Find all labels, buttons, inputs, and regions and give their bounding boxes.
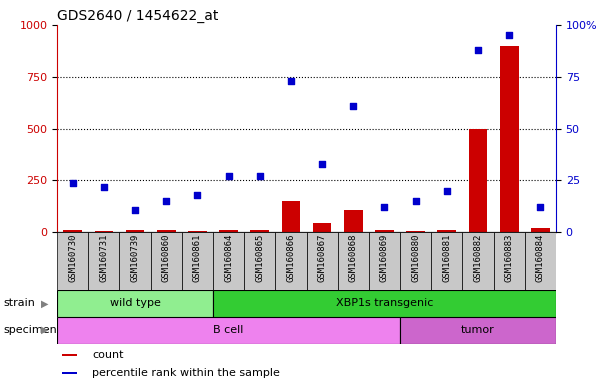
Bar: [344, 210, 362, 232]
Text: ▶: ▶: [41, 298, 49, 308]
Text: specimen: specimen: [3, 325, 56, 335]
Point: [162, 198, 171, 204]
Text: ▶: ▶: [41, 325, 49, 335]
Bar: [126, 230, 144, 232]
Point: [535, 204, 545, 210]
Bar: [275, 232, 307, 290]
Bar: [63, 230, 82, 232]
Point: [224, 173, 233, 179]
Text: XBP1s transgenic: XBP1s transgenic: [336, 298, 433, 308]
Text: tumor: tumor: [461, 325, 495, 335]
Point: [317, 161, 327, 167]
Bar: [62, 371, 77, 374]
Bar: [88, 232, 120, 290]
Bar: [213, 290, 556, 317]
Text: wild type: wild type: [109, 298, 160, 308]
Text: count: count: [92, 350, 124, 360]
Bar: [188, 231, 207, 232]
Bar: [400, 232, 432, 290]
Text: GSM160869: GSM160869: [380, 234, 389, 282]
Point: [255, 173, 264, 179]
Bar: [57, 290, 213, 317]
Bar: [531, 228, 550, 232]
Bar: [57, 317, 400, 344]
Point: [473, 47, 483, 53]
Text: GSM160884: GSM160884: [536, 234, 545, 282]
Bar: [369, 232, 400, 290]
Bar: [432, 232, 462, 290]
Bar: [151, 232, 182, 290]
Point: [349, 103, 358, 109]
Text: B cell: B cell: [213, 325, 244, 335]
Text: GSM160864: GSM160864: [224, 234, 233, 282]
Bar: [525, 232, 556, 290]
Point: [380, 204, 389, 210]
Bar: [493, 232, 525, 290]
Point: [192, 192, 202, 198]
Point: [504, 32, 514, 38]
Point: [442, 188, 451, 194]
Bar: [94, 231, 113, 232]
Bar: [219, 230, 238, 232]
Text: GSM160881: GSM160881: [442, 234, 451, 282]
Text: percentile rank within the sample: percentile rank within the sample: [92, 368, 280, 378]
Text: GSM160882: GSM160882: [474, 234, 483, 282]
Bar: [469, 129, 487, 232]
Text: GSM160868: GSM160868: [349, 234, 358, 282]
Text: GSM160860: GSM160860: [162, 234, 171, 282]
Point: [411, 198, 421, 204]
Bar: [62, 354, 77, 356]
Text: strain: strain: [3, 298, 35, 308]
Bar: [213, 232, 244, 290]
Text: GSM160866: GSM160866: [287, 234, 296, 282]
Text: GSM160880: GSM160880: [411, 234, 420, 282]
Bar: [400, 317, 556, 344]
Text: GSM160731: GSM160731: [99, 234, 108, 282]
Text: GSM160883: GSM160883: [505, 234, 514, 282]
Point: [68, 179, 78, 185]
Bar: [438, 230, 456, 232]
Bar: [57, 232, 88, 290]
Text: GSM160730: GSM160730: [68, 234, 77, 282]
Point: [99, 184, 109, 190]
Text: GSM160867: GSM160867: [317, 234, 326, 282]
Bar: [282, 201, 300, 232]
Point: [130, 207, 140, 213]
Text: GSM160865: GSM160865: [255, 234, 264, 282]
Bar: [182, 232, 213, 290]
Bar: [500, 46, 519, 232]
Bar: [406, 231, 425, 232]
Bar: [251, 230, 269, 232]
Bar: [338, 232, 369, 290]
Text: GSM160861: GSM160861: [193, 234, 202, 282]
Bar: [313, 223, 332, 232]
Text: GSM160739: GSM160739: [130, 234, 139, 282]
Bar: [157, 230, 175, 232]
Bar: [375, 230, 394, 232]
Point: [286, 78, 296, 84]
Bar: [244, 232, 275, 290]
Bar: [120, 232, 151, 290]
Bar: [307, 232, 338, 290]
Text: GDS2640 / 1454622_at: GDS2640 / 1454622_at: [57, 8, 219, 23]
Bar: [462, 232, 493, 290]
